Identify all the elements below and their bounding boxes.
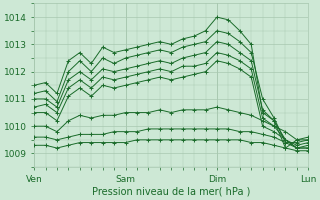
X-axis label: Pression niveau de la mer( hPa ): Pression niveau de la mer( hPa ) — [92, 187, 251, 197]
